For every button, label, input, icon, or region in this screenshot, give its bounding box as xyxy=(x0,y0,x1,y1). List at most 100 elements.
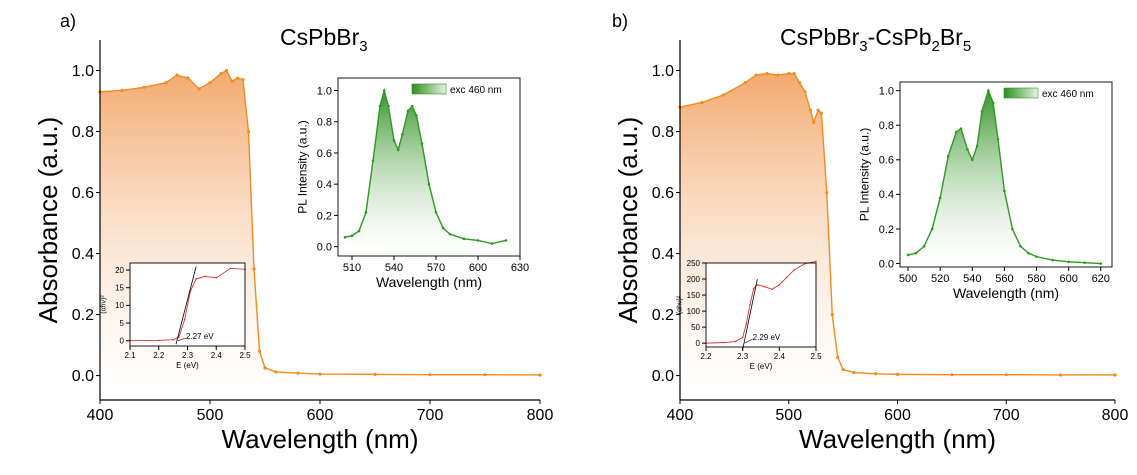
b_main-y-tick-label: 1.0 xyxy=(652,63,674,80)
b_pl-data-point xyxy=(966,148,969,151)
b_pl-legend-label: exc 460 nm xyxy=(1042,89,1094,100)
b_tauc-chart: 2.2 2.3 2.4 2.5 0 50 100 150 200 250 E (eV) (αhν)² 2… xyxy=(677,259,823,371)
b_main-data-point xyxy=(816,108,820,112)
a_tauc-fit-line xyxy=(175,266,197,345)
a_tauc-data-point xyxy=(178,336,180,338)
a_tauc-y-tick-label: 0 xyxy=(120,337,125,346)
a_pl-data-point xyxy=(441,226,445,230)
b_main-data-point xyxy=(700,100,704,105)
a_main-data-point xyxy=(208,81,212,85)
a_pl-data-point xyxy=(476,239,480,242)
b_tauc-data-point xyxy=(771,288,773,291)
a_main-x-tick-label: 500 xyxy=(197,407,224,424)
b_pl-data-point xyxy=(1019,244,1022,248)
b_pl-data-point xyxy=(959,127,963,130)
b_main-data-point xyxy=(776,73,780,77)
b_main-x-tick-label: 400 xyxy=(667,407,694,424)
a_pl-data-point xyxy=(350,234,354,238)
a_main-data-point xyxy=(219,71,223,76)
a_pl-legend-swatch xyxy=(411,83,447,95)
b_pl-x-tick-label: 560 xyxy=(995,273,1013,285)
b_pl-y-tick-label: 0.8 xyxy=(879,120,894,132)
panel-a-title: CsPbBr3 xyxy=(280,24,368,55)
a_main-data-point xyxy=(142,85,146,89)
a_pl-data-point xyxy=(448,232,452,236)
b_pl-y-tick-label: 0.0 xyxy=(879,258,894,270)
a_tauc-x-tick-label: 2.3 xyxy=(182,351,194,360)
b_tauc-annotation-label: 2.29 eV xyxy=(753,333,781,342)
b_tauc-data-point xyxy=(778,284,781,286)
b_main-data-point xyxy=(1004,373,1008,377)
b_pl-data-point xyxy=(1051,258,1054,262)
a_main-x-axis-label: Wavelength (nm) xyxy=(222,424,419,454)
a_pl-data-point xyxy=(427,182,431,186)
a_pl-y-tick-label: 0.8 xyxy=(317,117,332,129)
b_pl-x-tick-label: 580 xyxy=(1027,273,1045,285)
a_main-data-point xyxy=(175,73,179,77)
b_main-x-tick-label: 600 xyxy=(884,407,911,424)
a_pl-data-point xyxy=(392,139,396,142)
b_tauc-fit-line xyxy=(742,278,758,350)
a_pl-x-tick-label: 600 xyxy=(469,262,487,274)
b_main-data-point xyxy=(841,367,845,372)
b_main-y-tick-label: 0.4 xyxy=(652,246,674,263)
b_main-y-tick-label: 0.2 xyxy=(652,307,674,324)
b_pl-y-axis-label: PL Intensity (a.u.) xyxy=(858,128,872,222)
a_pl-x-tick-label: 630 xyxy=(511,262,529,274)
b_pl-y-tick-label: 1.0 xyxy=(879,85,894,97)
panel-b-title-part3: Br xyxy=(940,24,963,50)
a_main-y-tick-label: 0.0 xyxy=(72,368,94,385)
a_tauc-y-tick-label: 15 xyxy=(115,284,124,293)
b_tauc-x-tick-label: 2.3 xyxy=(737,352,749,361)
a_pl-data-point xyxy=(420,142,424,145)
b_tauc-data-point xyxy=(752,287,755,290)
b_tauc-y-tick-label: 250 xyxy=(687,259,701,268)
b_main-data-point xyxy=(798,81,802,85)
b_tauc-y-tick-label: 100 xyxy=(687,307,701,316)
b_main-data-point xyxy=(874,372,878,376)
b_pl-x-tick-label: 520 xyxy=(931,273,949,285)
a_pl-data-point xyxy=(387,104,390,108)
a_pl-data-point xyxy=(371,159,375,163)
a_tauc-annotation-label: 2.27 eV xyxy=(186,332,214,341)
b_main-data-point xyxy=(808,108,813,112)
b_main-x-tick-label: 700 xyxy=(993,407,1020,424)
a_main-data-point xyxy=(373,372,377,376)
b_pl-x-axis-label: Wavelength (nm) xyxy=(953,285,1059,301)
panel-b-title-sub3: 5 xyxy=(963,38,971,55)
a_main-x-tick-label: 600 xyxy=(307,407,334,424)
a_pl-y-tick-label: 0.2 xyxy=(317,210,332,222)
b_pl-data-point xyxy=(922,244,926,248)
b_main-data-point xyxy=(830,312,834,317)
a_pl-chart: 510 540 570 600 630 0.0 0.2 0.4 0.6 0.8 1.0 Wavelen… xyxy=(296,77,529,290)
a_pl-data-point xyxy=(462,237,466,241)
a_pl-x-axis-label: Wavelength (nm) xyxy=(376,274,482,290)
b_main-x-tick-label: 800 xyxy=(1102,407,1129,424)
panel-a-title-sub: 3 xyxy=(359,38,367,55)
b_tauc-data-point xyxy=(756,284,759,286)
a_main-x-tick-label: 700 xyxy=(417,407,444,424)
a_pl-data-point xyxy=(364,210,368,214)
b_main-data-point xyxy=(895,372,900,376)
b_main-chart: 400 500 600 700 8000.00.20.40.60.81.0Wavelen… xyxy=(613,40,1128,454)
b_main-data-point xyxy=(792,71,796,76)
b_main-data-point xyxy=(950,373,954,377)
b_pl-data-point xyxy=(906,253,910,257)
a_main-data-point xyxy=(164,81,168,85)
a_main-data-point xyxy=(318,372,322,376)
b_tauc-frame xyxy=(705,262,817,348)
b_pl-data-point xyxy=(930,227,934,231)
a_main-data-point xyxy=(186,76,190,80)
a_pl-x-tick-label: 510 xyxy=(343,262,361,274)
b_main-series-line xyxy=(679,72,1115,376)
a_pl-data-point xyxy=(434,210,438,214)
b_pl-x-tick-label: 500 xyxy=(899,273,917,285)
panel-b-title-sub1: 3 xyxy=(859,38,867,55)
a_pl-data-point xyxy=(401,132,404,136)
a_pl-frame xyxy=(337,77,521,257)
a_main-y-tick-label: 0.6 xyxy=(72,185,94,202)
b_pl-y-tick-label: 0.4 xyxy=(879,189,894,201)
a_pl-area xyxy=(345,90,506,256)
b_main-y-axis-label: Absorbance (a.u.) xyxy=(613,117,643,324)
